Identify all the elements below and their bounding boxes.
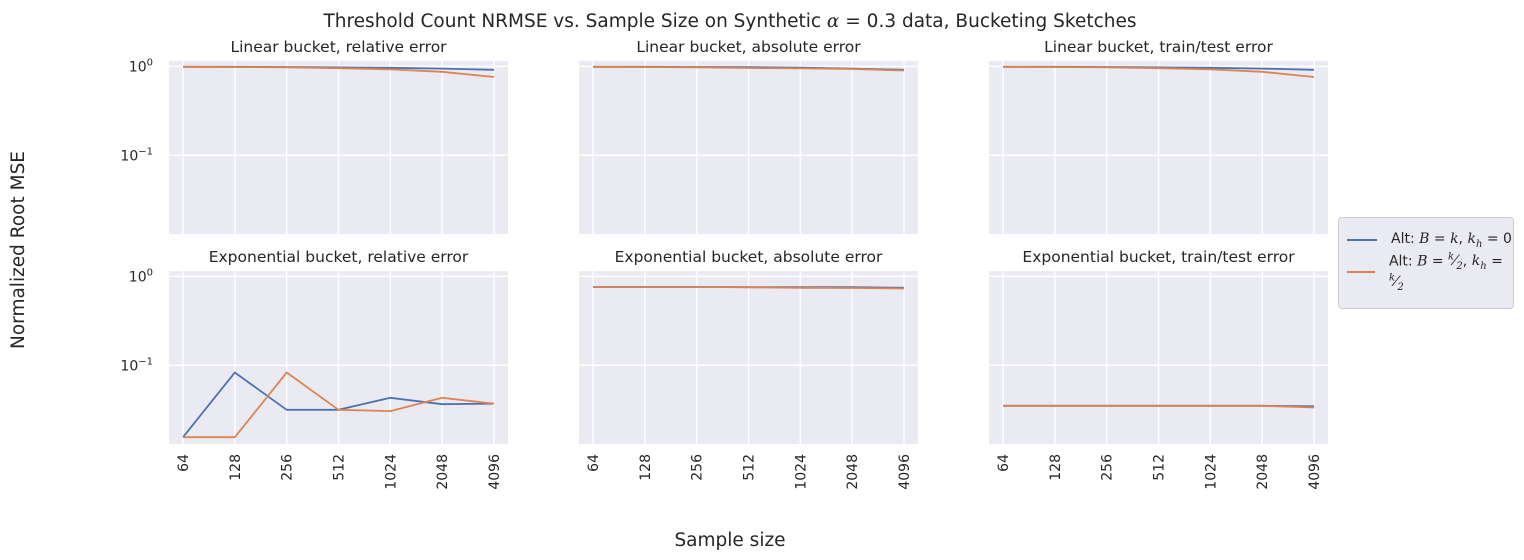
- x-tick-label: 1024: [383, 454, 399, 490]
- x-tick-label: 64: [586, 454, 602, 472]
- x-tick-label: 64: [996, 454, 1012, 472]
- series-line-2: [1002, 65, 1315, 78]
- x-tick-label: 512: [742, 454, 758, 481]
- x-tick-label: 64: [176, 454, 192, 472]
- y-tick-label: 10−1: [120, 356, 153, 374]
- figure-xlabel: Sample size: [674, 530, 785, 551]
- x-tick-label: 4096: [897, 454, 913, 490]
- y-tick-label: 10−1: [120, 146, 153, 164]
- x-tick-label: 4096: [487, 454, 503, 490]
- x-tick-label: 128: [1048, 454, 1064, 481]
- series-line-2: [593, 286, 905, 290]
- legend-item-series-2: Alt: B = k⁄2, kh = k⁄2: [1347, 252, 1513, 292]
- x-tick-label: 512: [1152, 454, 1168, 481]
- subplot-title: Linear bucket, relative error: [230, 38, 447, 56]
- legend: Alt: B = k, kh = 0 Alt: B = k⁄2, kh = k⁄…: [1338, 217, 1514, 309]
- subplot-title: Linear bucket, absolute error: [636, 38, 861, 56]
- y-tick-label: 100: [129, 267, 153, 285]
- legend-swatch-series-1: [1347, 239, 1377, 241]
- x-tick-label: 2048: [1255, 454, 1271, 490]
- subplot-grid: Linear bucket, relative error10010−1Line…: [120, 38, 1328, 490]
- figure-title: Threshold Count NRMSE vs. Sample Size on…: [322, 11, 1136, 32]
- x-tick-label: 128: [228, 454, 244, 481]
- x-tick-label: 256: [690, 454, 706, 481]
- x-tick-label: 512: [332, 454, 348, 481]
- legend-swatch-series-2: [1347, 271, 1375, 273]
- x-tick-label: 1024: [1203, 454, 1219, 490]
- y-tick-label: 100: [129, 57, 153, 75]
- subplot-1: Linear bucket, relative error 100 10−1: [120, 38, 508, 234]
- x-tick-label: 256: [1100, 454, 1116, 481]
- subplot-4: Exponential bucket, relative error 100 10−…: [120, 248, 508, 490]
- series-line-2: [182, 65, 495, 78]
- x-tick-label: 2048: [845, 454, 861, 490]
- subplot-title: Exponential bucket, relative error: [209, 248, 469, 266]
- legend-label-series-1: Alt: B = k, kh = 0: [1391, 230, 1512, 250]
- legend-label-series-2: Alt: B = k⁄2, kh = k⁄2: [1388, 251, 1503, 293]
- subplot-5: Exponential bucket, absolute error 64 128 2…: [579, 248, 918, 490]
- subplot-title: Exponential bucket, absolute error: [615, 248, 883, 266]
- figure-ylabel: Normalized Root MSE: [8, 151, 29, 349]
- x-tick-label: 1024: [793, 454, 809, 490]
- series-line-2: [183, 371, 495, 439]
- subplot-title: Exponential bucket, train/test error: [1022, 248, 1295, 266]
- subplot-3: Linear bucket, train/test error: [989, 38, 1328, 234]
- subplot-title: Linear bucket, train/test error: [1044, 38, 1273, 56]
- x-tick-label: 128: [638, 454, 654, 481]
- x-tick-label: 2048: [435, 454, 451, 490]
- series-line-2: [1003, 404, 1315, 409]
- series-line-2: [592, 65, 905, 72]
- subplot-6: Exponential bucket, train/test error 64 12…: [989, 248, 1328, 490]
- subplot-2: Linear bucket, absolute error: [579, 38, 918, 234]
- legend-item-series-1: Alt: B = k, kh = 0: [1347, 230, 1512, 250]
- x-tick-label: 4096: [1307, 454, 1323, 490]
- x-tick-label: 256: [280, 454, 296, 481]
